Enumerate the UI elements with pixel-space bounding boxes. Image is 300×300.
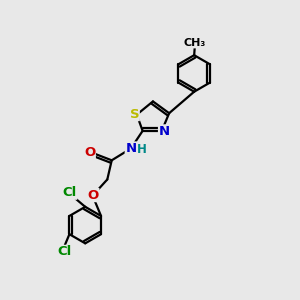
- Text: O: O: [88, 188, 99, 202]
- Text: O: O: [84, 146, 95, 159]
- Text: CH₃: CH₃: [184, 38, 206, 48]
- Text: N: N: [125, 142, 136, 155]
- Text: Cl: Cl: [62, 186, 77, 199]
- Text: Cl: Cl: [58, 245, 72, 258]
- Text: H: H: [137, 143, 147, 157]
- Text: N: N: [159, 125, 170, 138]
- Text: S: S: [130, 108, 139, 121]
